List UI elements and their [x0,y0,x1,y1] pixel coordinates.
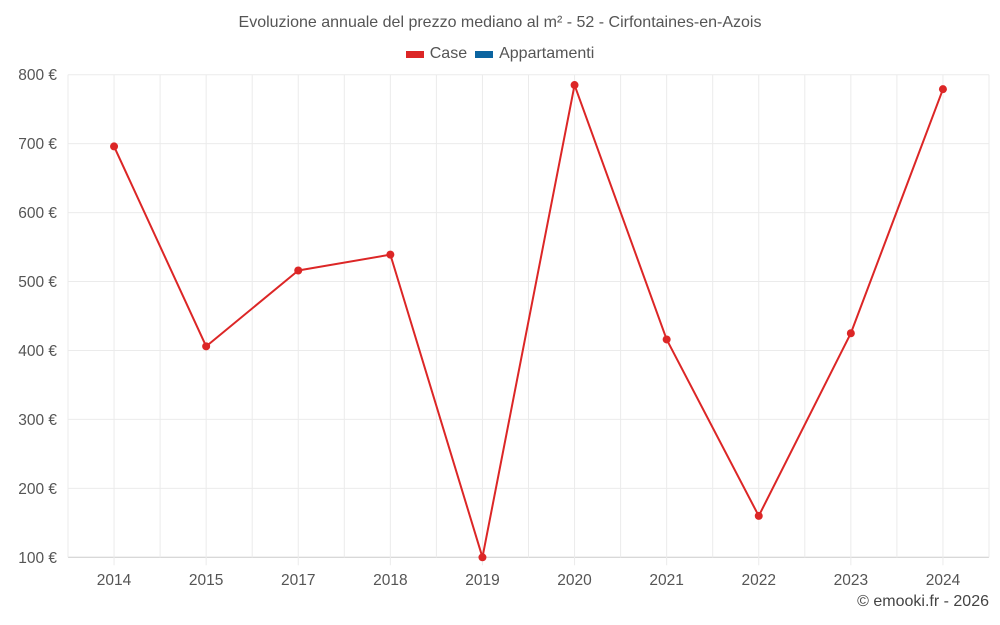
data-point[interactable] [202,342,211,351]
y-tick-label: 600 € [18,205,57,222]
data-point[interactable] [110,142,119,151]
x-tick-label: 2017 [281,572,315,589]
x-axis: 2014 2015 2017 2018 2019 2020 2021 2022 2023 2024 [97,572,961,589]
x-tick-label: 2014 [97,572,132,589]
legend-label-appartamenti: Appartamenti [499,45,595,62]
credit: © emooki.fr - 2026 [857,593,989,610]
legend-item-appartamenti[interactable]: Appartamenti [475,45,594,63]
x-tick-label: 2015 [189,572,223,589]
data-point[interactable] [570,81,579,90]
x-tick-label: 2018 [373,572,407,589]
series-line [113,84,944,559]
x-tick-label: 2020 [557,572,592,589]
y-axis: 100 € 200 € 300 € 400 € 500 € 600 € 700 € 800 € [18,67,57,567]
legend-swatch-appartamenti [475,50,494,58]
y-tick-label: 100 € [18,550,57,567]
grid-lines [67,74,990,566]
series-case [110,81,947,562]
y-tick-label: 500 € [18,274,57,291]
data-point[interactable] [294,266,303,275]
y-tick-label: 300 € [18,412,57,429]
legend-label-case: Case [429,45,468,62]
x-tick-label: 2024 [926,572,961,589]
data-point[interactable] [754,511,763,520]
data-point[interactable] [662,335,671,344]
y-tick-label: 700 € [18,136,57,153]
chart-title: Evoluzione annuale del prezzo mediano al… [238,14,762,31]
data-point[interactable] [386,250,395,259]
legend-swatch-case [405,50,424,58]
x-tick-label: 2022 [742,572,776,589]
legend-item-case[interactable]: Case [405,45,468,63]
data-point[interactable] [938,85,947,94]
y-tick-label: 200 € [18,481,57,498]
legend: Case Appartamenti [0,45,1000,63]
y-tick-label: 800 € [18,67,57,84]
x-tick-label: 2023 [834,572,868,589]
x-tick-label: 2021 [649,572,683,589]
x-tick-label: 2019 [465,572,499,589]
data-point[interactable] [478,553,487,562]
data-point[interactable] [846,329,855,338]
y-tick-label: 400 € [18,343,57,360]
